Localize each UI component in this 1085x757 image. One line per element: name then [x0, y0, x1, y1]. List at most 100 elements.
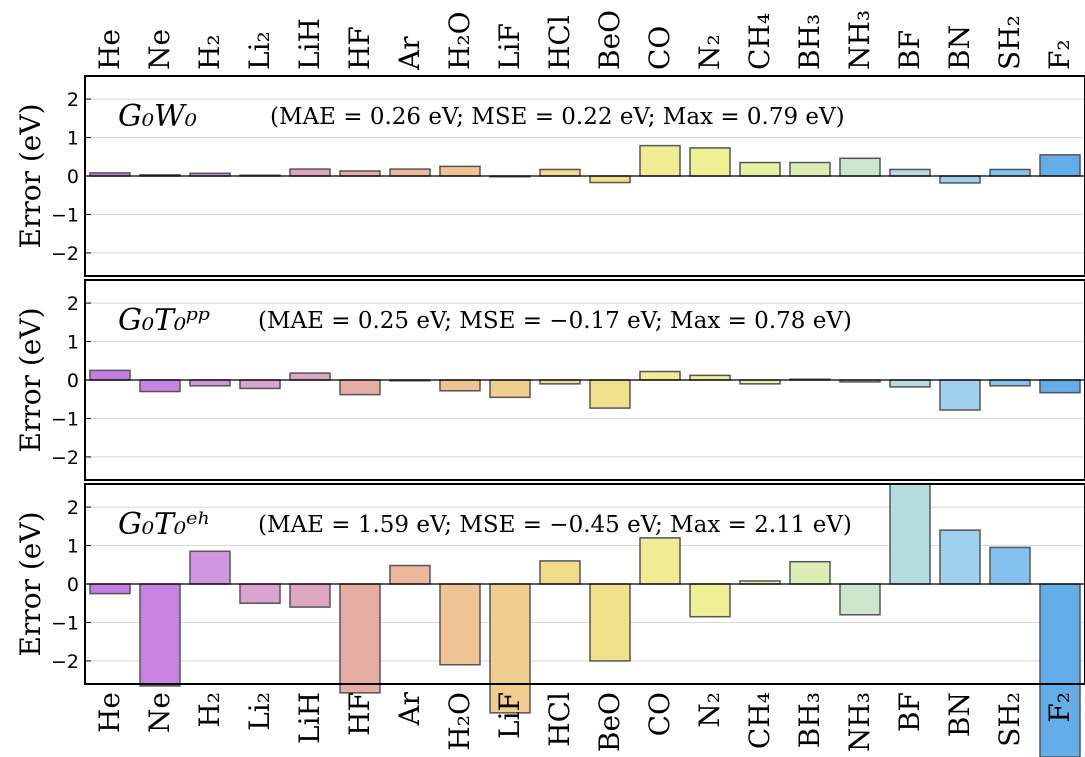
- bar: [889, 483, 931, 585]
- x-tick-label-bottom: CH₄: [743, 692, 776, 749]
- x-tick-label-top: LiF: [493, 23, 526, 70]
- x-tick-label-top: LiH: [293, 18, 326, 70]
- y-tick-label: −2: [51, 447, 79, 469]
- x-tick-label-bottom: F₂: [1043, 692, 1076, 723]
- panel-stats: (MAE = 1.59 eV; MSE = −0.45 eV; Max = 2.…: [258, 512, 852, 538]
- y-tick-label: 0: [67, 370, 79, 392]
- bar: [139, 583, 181, 687]
- x-tick-label-top: H₂: [193, 34, 226, 70]
- bar: [139, 379, 181, 393]
- y-axis-label: Error (eV): [14, 308, 47, 453]
- bar: [989, 168, 1031, 177]
- bar: [539, 560, 581, 585]
- bar: [539, 168, 581, 177]
- panel-stats: (MAE = 0.25 eV; MSE = −0.17 eV; Max = 0.…: [258, 308, 852, 334]
- x-tick-label-bottom: CO: [643, 692, 676, 736]
- bar: [389, 564, 431, 585]
- y-tick-label: −2: [51, 243, 79, 265]
- y-tick-label: 1: [67, 128, 79, 150]
- x-tick-label-top: Ne: [143, 29, 176, 70]
- bar: [289, 372, 331, 381]
- x-tick-label-bottom: BN: [943, 692, 976, 737]
- y-tick-label: −1: [51, 612, 79, 634]
- y-tick-label: 2: [67, 89, 79, 111]
- y-tick-label: 1: [67, 536, 79, 558]
- y-axis-label: Error (eV): [14, 512, 47, 657]
- bar: [289, 168, 331, 177]
- bar: [389, 168, 431, 177]
- bar: [339, 379, 381, 396]
- bar: [689, 583, 731, 618]
- x-tick-label-bottom: NH₃: [843, 692, 876, 752]
- x-tick-label-bottom: HF: [343, 692, 376, 736]
- panel-label: G₀T₀ᵖᵖ: [118, 303, 210, 338]
- bar: [1039, 379, 1081, 394]
- x-tick-label-bottom: HCl: [543, 692, 576, 747]
- x-tick-label-top: BH₃: [793, 14, 826, 70]
- x-tick-label-bottom: LiH: [293, 692, 326, 744]
- x-tick-label-top: H₂O: [443, 11, 476, 70]
- x-tick-label-bottom: Ne: [143, 692, 176, 733]
- x-tick-label-top: HCl: [543, 15, 576, 70]
- x-tick-label-top: SH₂: [993, 15, 1026, 70]
- panel-label: G₀W₀: [118, 99, 197, 134]
- x-tick-label-top: He: [93, 29, 126, 70]
- y-tick-label: 0: [67, 574, 79, 596]
- bar: [189, 379, 231, 387]
- bar: [639, 144, 681, 177]
- bar: [439, 379, 481, 392]
- bar: [1039, 583, 1081, 757]
- panel-frame: [84, 483, 1085, 685]
- bar: [889, 168, 931, 177]
- bar: [889, 379, 931, 388]
- x-tick-label-top: BeO: [593, 10, 626, 70]
- bar: [89, 369, 131, 381]
- bar: [1039, 154, 1081, 177]
- x-tick-label-top: NH₃: [843, 10, 876, 70]
- bar: [689, 147, 731, 177]
- bar: [639, 370, 681, 381]
- y-tick-label: −1: [51, 408, 79, 430]
- bar: [789, 161, 831, 177]
- y-tick-label: −2: [51, 651, 79, 673]
- bar: [289, 583, 331, 608]
- bar: [439, 165, 481, 177]
- bar: [689, 374, 731, 381]
- x-tick-label-bottom: He: [93, 692, 126, 733]
- y-tick-label: 2: [67, 497, 79, 519]
- x-tick-label-top: HF: [343, 26, 376, 70]
- x-tick-label-bottom: H₂: [193, 692, 226, 728]
- y-tick-label: −1: [51, 204, 79, 226]
- x-tick-label-bottom: BF: [893, 692, 926, 732]
- bar: [489, 583, 531, 714]
- x-tick-label-top: BN: [943, 25, 976, 70]
- bar: [589, 175, 631, 184]
- x-tick-label-bottom: BeO: [593, 692, 626, 752]
- bar: [989, 546, 1031, 585]
- y-tick-label: 0: [67, 166, 79, 188]
- y-tick-label: 2: [67, 293, 79, 315]
- x-tick-label-top: CH₄: [743, 13, 776, 70]
- bar: [739, 161, 781, 177]
- panel-frame: [84, 75, 1085, 277]
- bar: [439, 583, 481, 666]
- x-tick-label-bottom: Ar: [393, 691, 426, 726]
- x-tick-label-bottom: H₂O: [443, 692, 476, 751]
- bar: [89, 583, 131, 595]
- bar: [639, 537, 681, 585]
- x-tick-label-bottom: LiF: [493, 692, 526, 739]
- x-tick-label-bottom: N₂: [693, 692, 726, 728]
- panel-stats: (MAE = 0.26 eV; MSE = 0.22 eV; Max = 0.7…: [270, 104, 845, 130]
- x-tick-label-top: F₂: [1043, 39, 1076, 70]
- x-tick-label-top: CO: [643, 26, 676, 70]
- panel-label: G₀T₀ᵉʰ: [118, 507, 211, 542]
- bar: [239, 379, 281, 390]
- bar: [789, 560, 831, 585]
- y-axis-label: Error (eV): [14, 104, 47, 249]
- x-tick-label-bottom: BH₃: [793, 692, 826, 748]
- bar: [989, 379, 1031, 387]
- x-tick-label-top: Ar: [393, 36, 426, 71]
- panel-frame: [84, 279, 1085, 481]
- bar: [339, 170, 381, 177]
